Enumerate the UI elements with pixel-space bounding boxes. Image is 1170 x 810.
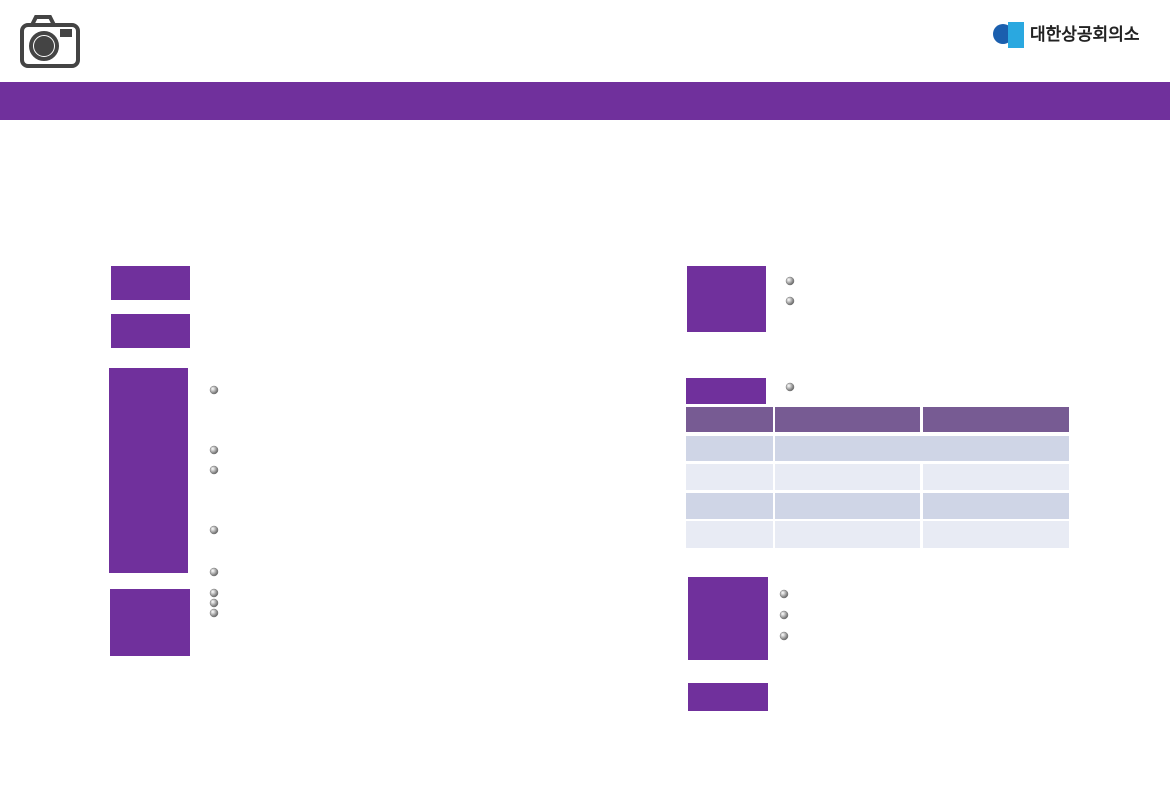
table-cell <box>686 521 773 548</box>
table-cell <box>923 493 1069 519</box>
logo-text: 대한상공회의소 <box>1030 25 1140 45</box>
label-box <box>110 589 190 656</box>
table-cell <box>775 464 920 490</box>
table-header-cell <box>923 407 1069 432</box>
camera-icon <box>20 15 80 68</box>
label-box <box>109 368 188 573</box>
label-box <box>686 378 766 404</box>
table-cell <box>686 493 773 519</box>
table-header-cell <box>775 407 920 432</box>
table <box>686 407 1069 548</box>
table-cell <box>775 521 920 548</box>
label-box <box>687 266 766 332</box>
table-cell <box>923 464 1069 490</box>
logo: 대한상공회의소 <box>993 22 1140 48</box>
table-cell <box>775 493 920 519</box>
label-box <box>688 683 768 711</box>
header-bar <box>0 82 1170 120</box>
table-cell <box>923 521 1069 548</box>
table-cell <box>686 464 773 490</box>
table-cell <box>686 436 773 461</box>
table-header-cell <box>686 407 773 432</box>
label-box <box>111 266 190 300</box>
label-box <box>111 314 190 348</box>
label-boxes <box>109 266 768 711</box>
label-box <box>688 577 768 660</box>
bullets <box>209 276 795 641</box>
table-cell <box>775 436 1069 461</box>
